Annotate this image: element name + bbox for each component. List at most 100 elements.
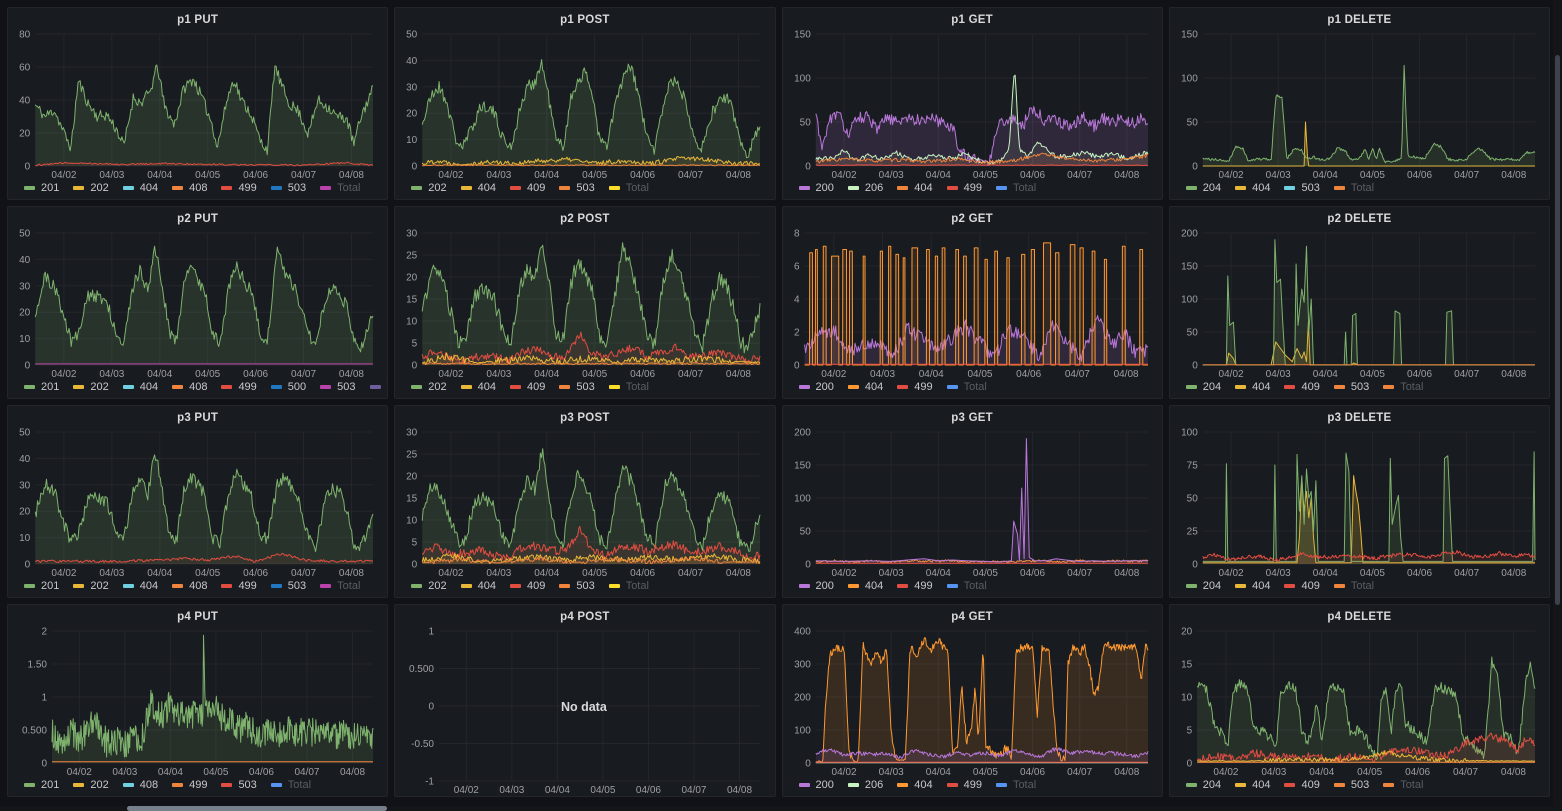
legend-item-499[interactable]: 499: [172, 779, 207, 791]
timeseries-chart[interactable]: 0 5 10 15 20 25 30 04/02 04/03 04/04 04/05 04/06 04/…: [399, 426, 768, 579]
timeseries-chart[interactable]: 0 5 10 15 20 25 30 04/02 04/03 04/04 04/05 04/06 04/…: [399, 227, 768, 380]
legend-item-200[interactable]: 200: [798, 580, 834, 592]
legend-item-408[interactable]: 408: [172, 580, 207, 592]
legend-item-206[interactable]: 206: [847, 182, 883, 194]
chart-area[interactable]: 0 10 20 30 40 50 04/02 04/03 04/04 04/05 04/06 04/0…: [12, 426, 381, 579]
legend-item-202[interactable]: 202: [73, 580, 109, 592]
legend-item-202[interactable]: 202: [73, 381, 109, 393]
legend-item-404[interactable]: 404: [1235, 580, 1270, 592]
chart-area[interactable]: 0 20 40 60 80 04/02 04/03 04/04 04/05 04/06 04/07 0…: [12, 28, 381, 181]
timeseries-chart[interactable]: 0 25 50 75 100 04/02 04/03 04/04 04/05 04/06 04/07…: [1174, 426, 1543, 579]
legend-item-206[interactable]: 206: [847, 779, 883, 791]
chart-area[interactable]: 0 100 200 300 400 04/02 04/03 04/04 04/05 04/06 04…: [787, 625, 1156, 778]
legend-item-409[interactable]: 409: [509, 182, 545, 194]
timeseries-chart[interactable]: -1 -0.50 0 0.500 1 04/02 04/03 04/04 04/05 04/06 0…: [399, 625, 768, 796]
chart-area[interactable]: 0 5 10 15 20 04/02 04/03 04/04 04/05 04/06 04/07 04…: [1174, 625, 1543, 778]
legend-item-202[interactable]: 202: [73, 779, 109, 791]
legend-item-200[interactable]: 200: [798, 381, 834, 393]
legend-item-499[interactable]: 499: [897, 381, 933, 393]
timeseries-chart[interactable]: 0 10 20 30 40 50 04/02 04/03 04/04 04/05 04/06 04/0…: [399, 28, 768, 181]
legend-item-204[interactable]: 204: [1185, 779, 1221, 791]
legend-item-503[interactable]: 503: [1284, 182, 1320, 194]
timeseries-chart[interactable]: 0 0.500 1 1.50 2 04/02 04/03 04/04 04/05 04/06 04/…: [12, 625, 381, 778]
legend-item-204[interactable]: 204: [1185, 580, 1221, 592]
timeseries-chart[interactable]: 0 20 40 60 80 04/02 04/03 04/04 04/05 04/06 04/07 0…: [12, 28, 381, 181]
timeseries-chart[interactable]: 0 50 100 150 04/02 04/03 04/04 04/05 04/06 04/07 0…: [1174, 28, 1543, 181]
timeseries-chart[interactable]: 0 50 100 150 04/02 04/03 04/04 04/05 04/06 04/07 0…: [787, 28, 1156, 181]
legend-item-503[interactable]: 503: [270, 580, 306, 592]
vertical-scrollbar-thumb[interactable]: [1555, 55, 1560, 605]
timeseries-chart[interactable]: 0 50 100 150 200 04/02 04/03 04/04 04/05 04/06 04/…: [787, 426, 1156, 579]
legend-item-503[interactable]: 503: [559, 182, 595, 194]
legend-item-201[interactable]: 201: [24, 580, 59, 592]
legend-item-404[interactable]: 404: [460, 580, 496, 592]
legend-item-404[interactable]: 404: [460, 182, 496, 194]
legend-item-409[interactable]: 409: [509, 381, 545, 393]
legend-item-total[interactable]: Total: [946, 381, 987, 393]
legend-item-total[interactable]: Total: [1333, 580, 1374, 592]
legend-item-499[interactable]: 499: [221, 182, 257, 194]
legend-item-503[interactable]: 503: [1333, 381, 1369, 393]
legend-item-404[interactable]: 404: [122, 381, 158, 393]
legend-item-total[interactable]: Total: [369, 381, 387, 393]
legend-item-total[interactable]: Total: [946, 580, 987, 592]
legend-item-201[interactable]: 201: [24, 779, 59, 791]
chart-area[interactable]: 0 25 50 75 100 04/02 04/03 04/04 04/05 04/06 04/07…: [1174, 426, 1543, 579]
timeseries-chart[interactable]: 0 5 10 15 20 04/02 04/03 04/04 04/05 04/06 04/07 04…: [1174, 625, 1543, 778]
legend-item-503[interactable]: 503: [1333, 779, 1369, 791]
timeseries-chart[interactable]: 0 10 20 30 40 50 04/02 04/03 04/04 04/05 04/06 04/0…: [12, 426, 381, 579]
legend-item-total[interactable]: Total: [320, 580, 360, 592]
legend-item-499[interactable]: 499: [946, 779, 982, 791]
chart-area[interactable]: 0 0.500 1 1.50 2 04/02 04/03 04/04 04/05 04/06 04/…: [12, 625, 381, 778]
legend-item-503[interactable]: 503: [270, 182, 306, 194]
chart-area[interactable]: 0 50 100 150 04/02 04/03 04/04 04/05 04/06 04/07 0…: [1174, 28, 1543, 181]
legend-item-409[interactable]: 409: [1284, 381, 1320, 393]
timeseries-chart[interactable]: 0 10 20 30 40 50 04/02 04/03 04/04 04/05 04/06 04/0…: [12, 227, 381, 380]
legend-item-total[interactable]: Total: [608, 580, 649, 592]
legend-item-499[interactable]: 499: [221, 580, 257, 592]
horizontal-scrollbar-thumb[interactable]: [127, 806, 387, 811]
legend-item-408[interactable]: 408: [172, 182, 207, 194]
chart-area[interactable]: -1 -0.50 0 0.500 1 04/02 04/03 04/04 04/05 04/06 0…: [399, 625, 768, 796]
vertical-scrollbar[interactable]: [1553, 0, 1562, 811]
legend-item-total[interactable]: Total: [320, 182, 360, 194]
legend-item-202[interactable]: 202: [411, 381, 447, 393]
legend-item-204[interactable]: 204: [1185, 381, 1221, 393]
legend-item-total[interactable]: Total: [608, 381, 649, 393]
legend-item-404[interactable]: 404: [460, 381, 496, 393]
legend-item-404[interactable]: 404: [847, 580, 883, 592]
legend-item-204[interactable]: 204: [1185, 182, 1221, 194]
legend-item-200[interactable]: 200: [798, 182, 834, 194]
legend-item-201[interactable]: 201: [24, 182, 59, 194]
legend-item-499[interactable]: 499: [897, 580, 933, 592]
legend-item-409[interactable]: 409: [1284, 580, 1320, 592]
legend-item-404[interactable]: 404: [1235, 779, 1270, 791]
chart-area[interactable]: 0 10 20 30 40 50 04/02 04/03 04/04 04/05 04/06 04/0…: [399, 28, 768, 181]
chart-area[interactable]: 0 10 20 30 40 50 04/02 04/03 04/04 04/05 04/06 04/0…: [12, 227, 381, 380]
legend-item-total[interactable]: Total: [1333, 182, 1374, 194]
chart-area[interactable]: 0 2 4 6 8 04/02 04/03 04/04 04/05 04/06 04/07 04/08: [787, 227, 1156, 380]
legend-item-total[interactable]: Total: [270, 779, 311, 791]
chart-area[interactable]: 0 5 10 15 20 25 30 04/02 04/03 04/04 04/05 04/06 04/…: [399, 227, 768, 380]
legend-item-404[interactable]: 404: [897, 779, 933, 791]
legend-item-total[interactable]: Total: [1383, 381, 1423, 393]
legend-item-503[interactable]: 503: [559, 580, 595, 592]
legend-item-503[interactable]: 503: [320, 381, 356, 393]
legend-item-total[interactable]: Total: [1383, 779, 1423, 791]
legend-item-404[interactable]: 404: [122, 182, 158, 194]
timeseries-chart[interactable]: 0 50 100 150 200 04/02 04/03 04/04 04/05 04/06 04/…: [1174, 227, 1543, 380]
legend-item-404[interactable]: 404: [1235, 381, 1270, 393]
legend-item-202[interactable]: 202: [411, 182, 447, 194]
timeseries-chart[interactable]: 0 100 200 300 400 04/02 04/03 04/04 04/05 04/06 04…: [787, 625, 1156, 778]
chart-area[interactable]: 0 50 100 150 04/02 04/03 04/04 04/05 04/06 04/07 0…: [787, 28, 1156, 181]
legend-item-404[interactable]: 404: [897, 182, 933, 194]
legend-item-503[interactable]: 503: [221, 779, 257, 791]
horizontal-scrollbar[interactable]: [0, 806, 1562, 811]
legend-item-499[interactable]: 499: [946, 182, 982, 194]
legend-item-total[interactable]: Total: [608, 182, 649, 194]
legend-item-409[interactable]: 409: [509, 580, 545, 592]
legend-item-total[interactable]: Total: [995, 779, 1036, 791]
legend-item-500[interactable]: 500: [270, 381, 306, 393]
legend-item-200[interactable]: 200: [798, 779, 834, 791]
chart-area[interactable]: 0 50 100 150 200 04/02 04/03 04/04 04/05 04/06 04/…: [1174, 227, 1543, 380]
